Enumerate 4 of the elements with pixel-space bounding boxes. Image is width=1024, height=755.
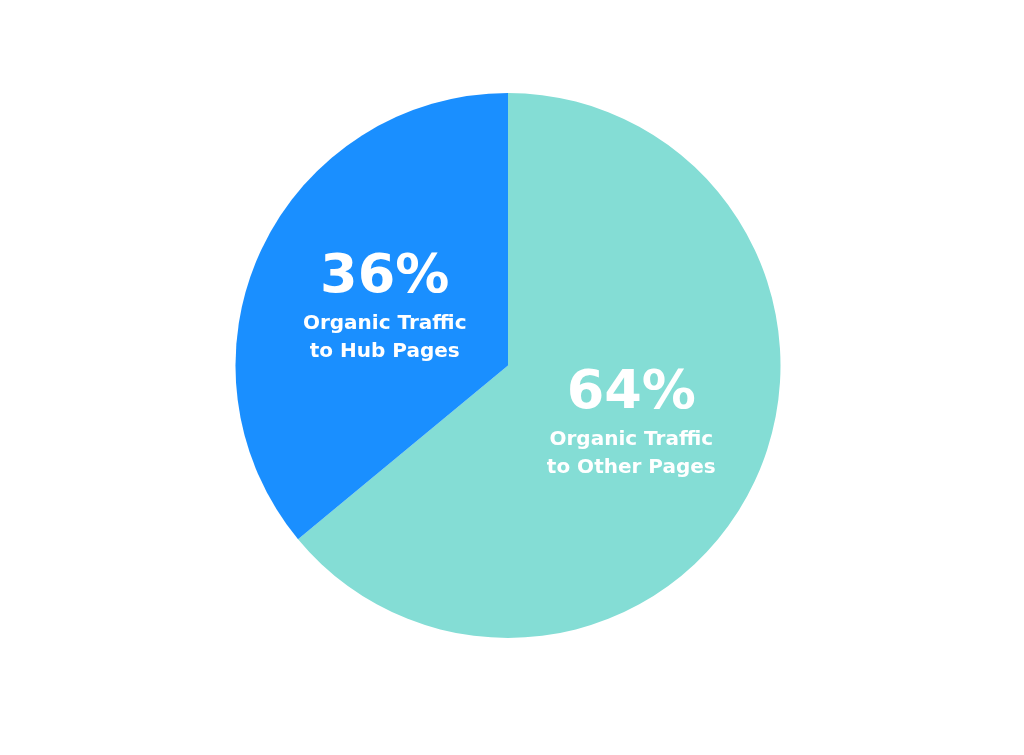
data-label: 36% xyxy=(320,241,450,305)
slice-label: Organic Traffic to Hub Pages xyxy=(302,309,467,362)
data-label: 64% xyxy=(566,357,696,421)
slice-label: Organic Traffic to Other Pages xyxy=(546,425,716,478)
